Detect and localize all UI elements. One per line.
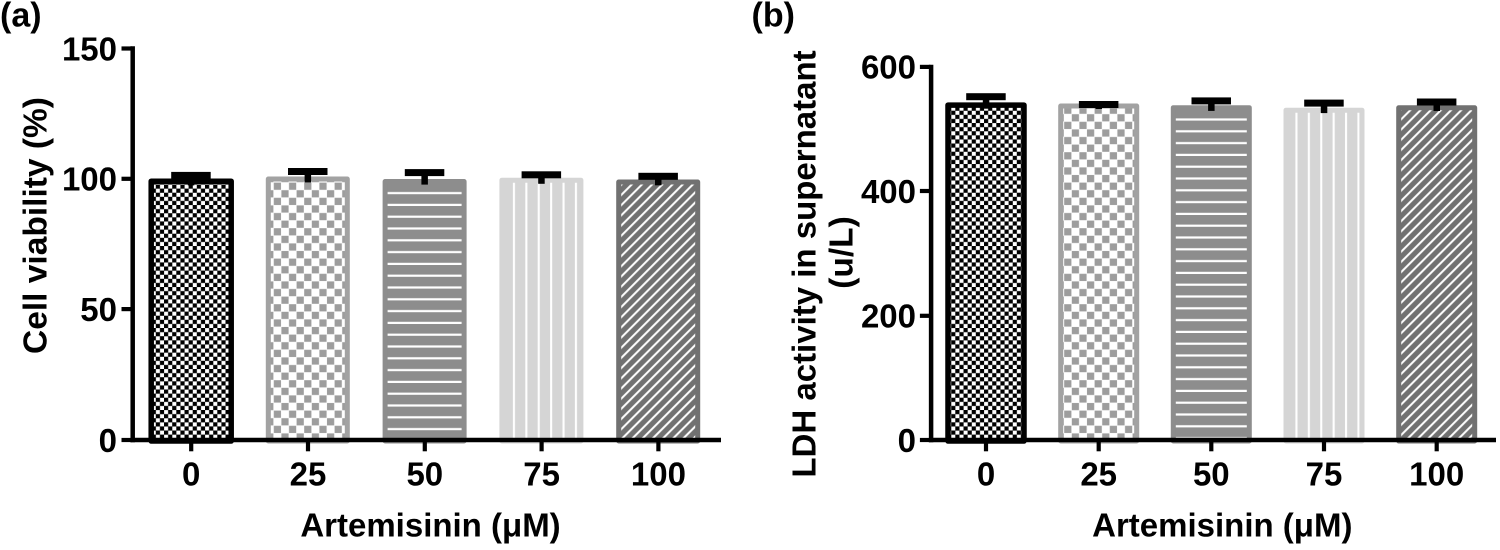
svg-text:75: 75 [523, 456, 560, 493]
svg-text:400: 400 [861, 173, 916, 210]
svg-text:100: 100 [631, 456, 686, 493]
svg-text:25: 25 [290, 456, 327, 493]
svg-text:0: 0 [99, 422, 117, 459]
svg-text:Artemisinin (μM): Artemisinin (μM) [1092, 507, 1352, 544]
svg-text:LDH activity in supernatant: LDH activity in supernatant [786, 50, 823, 477]
svg-text:25: 25 [1080, 456, 1117, 493]
svg-text:0: 0 [898, 422, 916, 459]
svg-text:75: 75 [1306, 456, 1343, 493]
svg-text:Cell viability (%): Cell viability (%) [18, 97, 55, 354]
svg-text:0: 0 [977, 456, 995, 493]
svg-text:0: 0 [182, 456, 200, 493]
svg-text:100: 100 [1409, 456, 1464, 493]
svg-text:50: 50 [1193, 456, 1230, 493]
svg-text:50: 50 [406, 456, 443, 493]
svg-text:600: 600 [861, 49, 916, 86]
svg-text:100: 100 [62, 161, 117, 198]
svg-text:150: 150 [62, 30, 117, 67]
svg-text:200: 200 [861, 298, 916, 335]
svg-text:(a): (a) [0, 0, 42, 35]
svg-text:(u/L): (u/L) [824, 216, 861, 289]
svg-text:Artemisinin (μM): Artemisinin (μM) [300, 507, 560, 544]
svg-text:50: 50 [80, 291, 117, 328]
svg-text:(b): (b) [752, 0, 795, 35]
